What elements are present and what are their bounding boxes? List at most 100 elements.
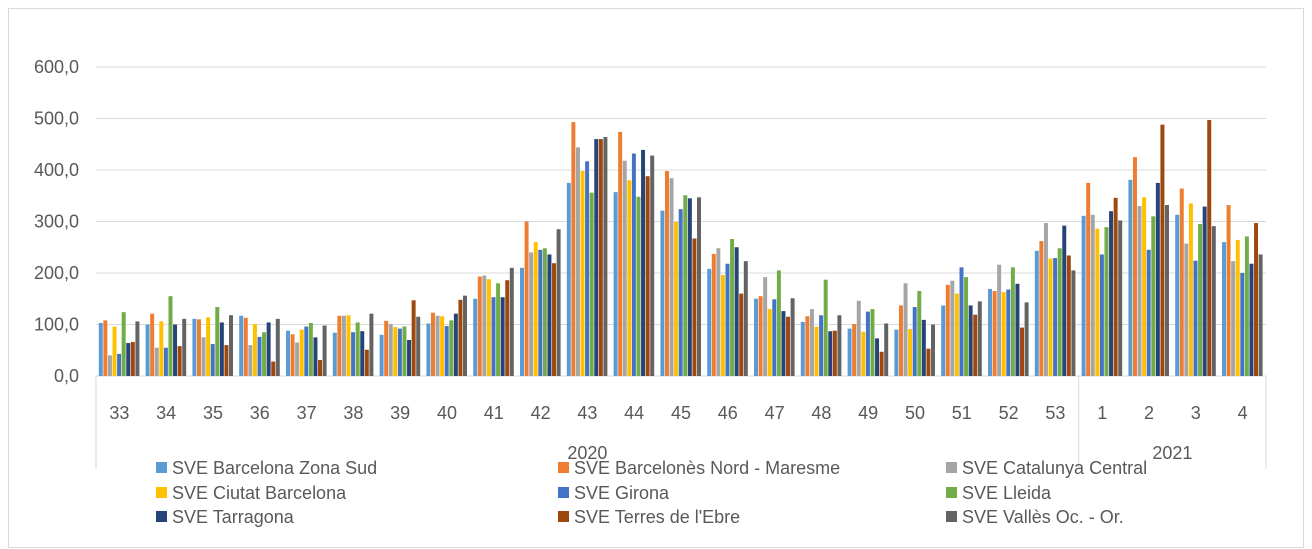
bar <box>941 305 946 376</box>
bar <box>894 329 899 376</box>
x-tick-label: 45 <box>671 403 691 423</box>
bar <box>716 248 721 376</box>
bar <box>669 178 674 376</box>
bar <box>954 293 959 376</box>
bar <box>150 313 155 376</box>
bar <box>926 348 931 376</box>
bar <box>1222 242 1226 376</box>
bar <box>1024 302 1029 376</box>
x-tick-label: 43 <box>577 403 597 423</box>
bar <box>837 315 842 376</box>
bar <box>758 296 763 376</box>
bar <box>1193 260 1198 376</box>
bar <box>379 334 384 376</box>
bar <box>870 309 875 376</box>
bar <box>505 280 510 376</box>
bar <box>823 279 828 376</box>
bar <box>1095 228 1100 376</box>
x-tick-label: 34 <box>156 403 176 423</box>
bar <box>781 311 786 376</box>
bar <box>973 314 978 376</box>
bar <box>1006 289 1011 376</box>
bar <box>257 336 262 376</box>
x-tick-label: 53 <box>1045 403 1065 423</box>
y-tick-label: 0,0 <box>54 366 79 386</box>
bar <box>500 297 505 376</box>
bar <box>707 268 712 376</box>
bar <box>720 275 725 376</box>
bar <box>1202 206 1207 376</box>
bar <box>917 291 922 376</box>
bar <box>772 299 777 376</box>
bar <box>290 334 295 376</box>
bar <box>1235 240 1240 376</box>
bar <box>645 176 650 376</box>
bar <box>1113 197 1118 376</box>
bar <box>950 280 955 376</box>
bar <box>856 300 861 376</box>
bar <box>1001 292 1006 376</box>
legend-swatch <box>156 487 167 498</box>
bar <box>580 171 585 376</box>
group-label: 2021 <box>1152 443 1192 463</box>
bar <box>631 153 636 376</box>
bar <box>828 331 833 376</box>
bar <box>252 323 257 376</box>
bar <box>1020 327 1025 376</box>
bar <box>262 332 267 376</box>
bar <box>636 196 641 376</box>
legend-label: SVE Vallès Oc. - Or. <box>962 507 1124 527</box>
bar <box>683 195 688 376</box>
bar <box>1071 270 1076 376</box>
bar <box>145 324 150 376</box>
bar <box>215 306 220 376</box>
x-tick-label: 44 <box>624 403 644 423</box>
bar <box>313 337 318 376</box>
bar <box>346 315 351 376</box>
x-tick-label: 37 <box>297 403 317 423</box>
bar <box>473 298 478 376</box>
bar <box>407 339 412 376</box>
y-tick-label: 400,0 <box>34 160 79 180</box>
bar <box>397 328 402 376</box>
x-tick-label: 4 <box>1238 403 1248 423</box>
bar <box>168 296 173 376</box>
bar <box>692 238 697 376</box>
bar <box>299 329 304 376</box>
bar <box>154 347 159 376</box>
bar <box>908 329 913 376</box>
bar <box>1043 223 1048 376</box>
bar <box>1175 214 1180 376</box>
legend-label: SVE Tarragona <box>172 507 295 527</box>
bar <box>852 323 857 376</box>
bar <box>1207 120 1212 376</box>
bar <box>865 311 870 376</box>
legend-label: SVE Terres de l'Ebre <box>574 507 740 527</box>
bar <box>1099 254 1104 376</box>
bar <box>103 320 108 376</box>
bar <box>1184 243 1189 376</box>
bar <box>384 320 389 376</box>
legend-label: SVE Girona <box>574 483 670 503</box>
bar <box>1179 188 1184 376</box>
bar <box>1165 205 1169 376</box>
bar <box>538 249 543 376</box>
bar <box>533 242 538 376</box>
bar <box>743 261 748 376</box>
y-tick-label: 600,0 <box>34 57 79 77</box>
bar <box>1244 236 1249 376</box>
bar <box>566 182 571 376</box>
bar <box>945 284 950 376</box>
bar <box>1086 182 1091 376</box>
x-tick-label: 2 <box>1144 403 1154 423</box>
bar <box>286 330 290 376</box>
y-tick-label: 100,0 <box>34 315 79 335</box>
bar <box>725 263 730 376</box>
bar <box>117 353 122 376</box>
bar <box>266 322 271 376</box>
bar <box>411 300 416 376</box>
legend-label: SVE Ciutat Barcelona <box>172 483 347 503</box>
bar <box>463 295 467 376</box>
bar <box>542 248 547 376</box>
